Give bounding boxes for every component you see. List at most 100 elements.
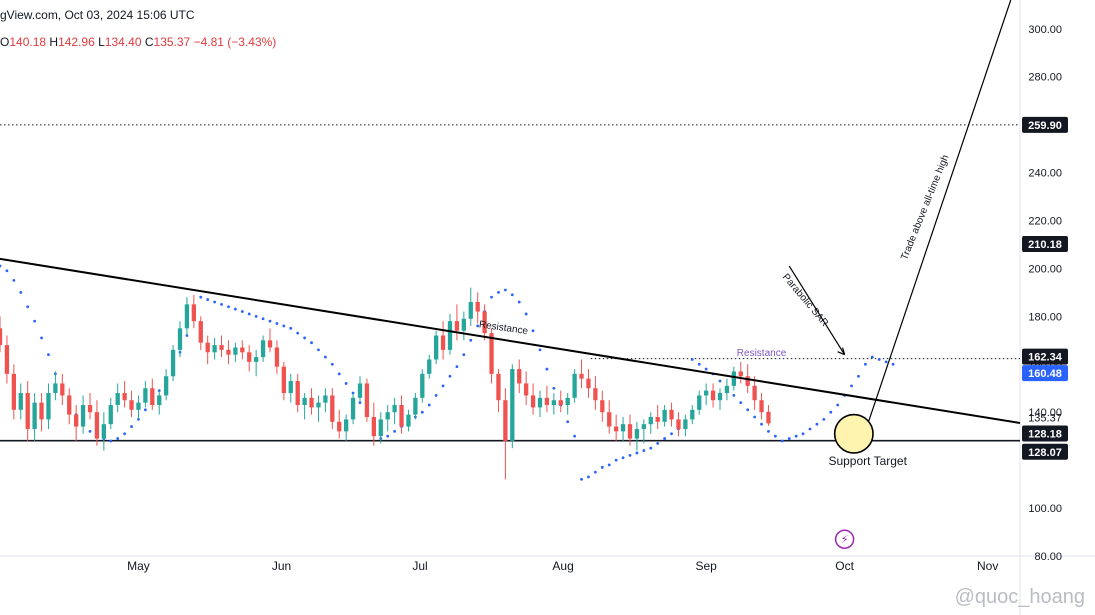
sar-dot xyxy=(822,417,826,421)
candle-body xyxy=(586,378,591,389)
candle-body xyxy=(357,383,363,398)
sar-dot xyxy=(296,331,300,335)
candle-body xyxy=(198,321,203,343)
sar-dot xyxy=(566,420,570,424)
low-value: 134.40 xyxy=(104,35,142,49)
price-label-box xyxy=(1022,443,1068,460)
sar-dot xyxy=(323,355,327,359)
sar-dot xyxy=(753,415,757,419)
sar-dot xyxy=(0,264,2,268)
y-tick-label: 280.00 xyxy=(1028,72,1062,84)
candle-body xyxy=(364,383,370,417)
candle-body xyxy=(461,318,466,331)
x-tick-label: May xyxy=(127,559,150,573)
candle-body xyxy=(738,371,743,377)
candle-body xyxy=(164,376,169,396)
y-tick-label: 80.00 xyxy=(1034,551,1062,563)
sar-dot xyxy=(628,453,632,457)
candle-body xyxy=(440,335,446,350)
sar-dot xyxy=(261,317,265,321)
candle-body xyxy=(4,345,10,374)
price-label-text: 162.34 xyxy=(1028,352,1063,364)
sar-dot xyxy=(12,278,16,282)
sar-dot xyxy=(808,427,812,431)
sar-dot xyxy=(697,362,701,366)
candle-body xyxy=(157,395,162,406)
price-label-box xyxy=(1022,116,1068,133)
candle-body xyxy=(614,426,619,432)
annotation-label: Support Target xyxy=(828,454,907,468)
sar-dot xyxy=(448,374,452,378)
candle-body xyxy=(302,397,307,406)
sar-dot xyxy=(524,312,528,316)
candle-body xyxy=(309,397,314,408)
sar-dot xyxy=(47,353,50,357)
sar-dot xyxy=(109,439,113,443)
sar-dot xyxy=(732,394,736,397)
sar-dot xyxy=(462,353,466,357)
candle-body xyxy=(219,345,224,350)
candle-body xyxy=(323,395,328,403)
high-label: H xyxy=(49,35,59,49)
candle-body xyxy=(544,397,550,406)
candle-body xyxy=(537,397,543,408)
candle-body xyxy=(205,342,210,353)
change-value: −4.81 (−3.43%) xyxy=(193,35,277,49)
watermark-handle: @quoc_hoang xyxy=(954,586,1085,608)
ohlc-readout: O140.18 H142.96 L134.40 C135.37 −4.81 (−… xyxy=(0,35,276,49)
sar-dot xyxy=(240,310,244,313)
sar-dot xyxy=(718,379,722,383)
candle-body xyxy=(697,395,702,410)
price-label-text: 160.48 xyxy=(1028,368,1062,380)
sar-dot xyxy=(441,384,445,388)
candle-body xyxy=(344,419,349,432)
sar-dot xyxy=(254,314,258,318)
candle-body xyxy=(226,349,231,355)
candle-body xyxy=(247,352,252,362)
candle-body xyxy=(496,373,501,401)
price-label-text: 128.07 xyxy=(1028,447,1062,459)
candle-body xyxy=(745,376,750,386)
candle-body xyxy=(593,388,598,401)
sar-dot xyxy=(199,295,203,299)
candle-body xyxy=(11,373,16,410)
sar-dot xyxy=(545,367,549,371)
candle-body xyxy=(662,409,667,422)
candle-body xyxy=(766,411,771,424)
candle-body xyxy=(74,414,79,427)
sar-dot xyxy=(206,298,210,301)
candle-body xyxy=(288,381,293,394)
sar-dot xyxy=(531,329,535,333)
candle-body xyxy=(233,347,238,355)
candle-body xyxy=(240,347,245,353)
sar-dot xyxy=(344,382,348,385)
candle-body xyxy=(510,369,515,441)
sar-dot xyxy=(289,326,293,330)
x-tick-label: Oct xyxy=(835,559,854,573)
candle-body xyxy=(108,405,113,425)
candle-body xyxy=(18,393,23,410)
close-label: C xyxy=(144,35,154,49)
candle-body xyxy=(260,340,266,358)
sar-dot xyxy=(850,384,853,388)
sar-dot xyxy=(621,456,625,460)
candle-body xyxy=(517,369,522,384)
candle-body xyxy=(724,385,730,394)
candle-body xyxy=(669,409,674,420)
high-value: 142.96 xyxy=(58,35,95,49)
candle-body xyxy=(565,397,570,406)
price-label-box xyxy=(1022,348,1068,365)
candle-body xyxy=(150,388,155,406)
candle-body xyxy=(129,400,134,410)
candle-body xyxy=(607,412,612,427)
candle-body xyxy=(572,373,577,398)
sar-dot xyxy=(870,355,874,359)
sar-dot xyxy=(130,425,133,428)
sar-dot xyxy=(607,463,611,467)
close-value: 135.37 xyxy=(153,35,191,49)
candle-body xyxy=(634,428,640,439)
candle-body xyxy=(122,393,127,401)
candle-body xyxy=(254,357,259,362)
